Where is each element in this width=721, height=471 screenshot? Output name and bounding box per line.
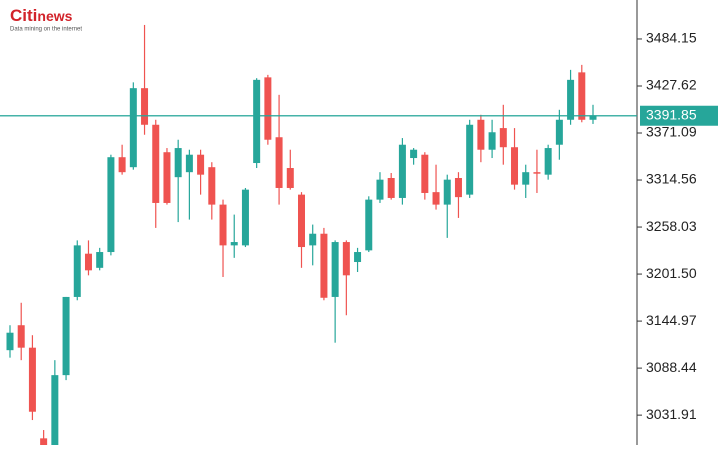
y-tick-label: 3484.15 (646, 30, 697, 46)
candle-body (264, 77, 272, 140)
candle-body (578, 72, 586, 120)
candle-body (522, 172, 530, 185)
candle-body (342, 242, 350, 276)
candle-body (331, 242, 339, 297)
candle-body (387, 178, 395, 198)
last-price-box (640, 105, 718, 126)
candle-body (84, 253, 92, 271)
candle-body (152, 124, 160, 203)
candle-body (28, 347, 36, 412)
logo: Citinews (10, 6, 73, 25)
candle-body (185, 154, 193, 173)
candle-body (432, 192, 440, 205)
candle-body (555, 119, 563, 145)
candle-body (511, 147, 519, 185)
candle-body (208, 167, 216, 205)
candle-body (567, 79, 575, 120)
y-tick-label: 3371.09 (646, 124, 697, 140)
candle-body (253, 79, 261, 164)
candle-body (376, 179, 384, 200)
candle-body (40, 438, 48, 445)
candle-body (544, 148, 552, 175)
candle-body (51, 375, 59, 445)
candle-body (118, 157, 126, 173)
candle-body (466, 124, 474, 195)
y-tick-label: 3088.44 (646, 359, 697, 375)
candle-body (320, 233, 328, 298)
candle-body (354, 252, 362, 263)
candle-body (230, 242, 238, 246)
candle-body (454, 178, 462, 198)
candle-body (17, 325, 25, 348)
candle-body (197, 154, 205, 175)
candle-body (73, 245, 81, 297)
candle-body (309, 233, 317, 246)
candle-body (398, 144, 406, 198)
candle-body (62, 296, 70, 376)
candle-body (241, 189, 249, 246)
candle-body (6, 332, 14, 351)
candle-body (96, 252, 104, 268)
y-tick-label: 3201.50 (646, 265, 697, 281)
y-tick-label: 3427.62 (646, 77, 697, 93)
logo-part: news (37, 8, 72, 24)
candle-body (286, 168, 294, 188)
candle-body (533, 172, 541, 174)
candle-body (421, 154, 429, 193)
candle-body (410, 149, 418, 159)
candle-body (365, 199, 373, 251)
candle-body (443, 179, 451, 205)
y-tick-label: 3258.03 (646, 218, 697, 234)
candle-body (298, 194, 305, 248)
logo-tagline: Data mining on the internet (10, 27, 82, 33)
y-tick-label: 3314.56 (646, 171, 697, 187)
candle-body (275, 137, 283, 188)
candle-body (219, 204, 227, 246)
y-tick-label: 3144.97 (646, 312, 697, 328)
y-tick-label: 3031.91 (646, 406, 697, 422)
candle-body (589, 115, 597, 120)
candle-body (174, 148, 182, 178)
logo-part: Citi (10, 6, 37, 25)
candle-body (163, 152, 171, 203)
candle-body (499, 128, 507, 148)
candle-body (141, 88, 149, 125)
candle-body (488, 132, 496, 150)
candle-body (107, 157, 115, 253)
candle-body (129, 88, 137, 168)
last-price-label: 3391.85 (646, 106, 697, 122)
candle-body (477, 119, 485, 150)
